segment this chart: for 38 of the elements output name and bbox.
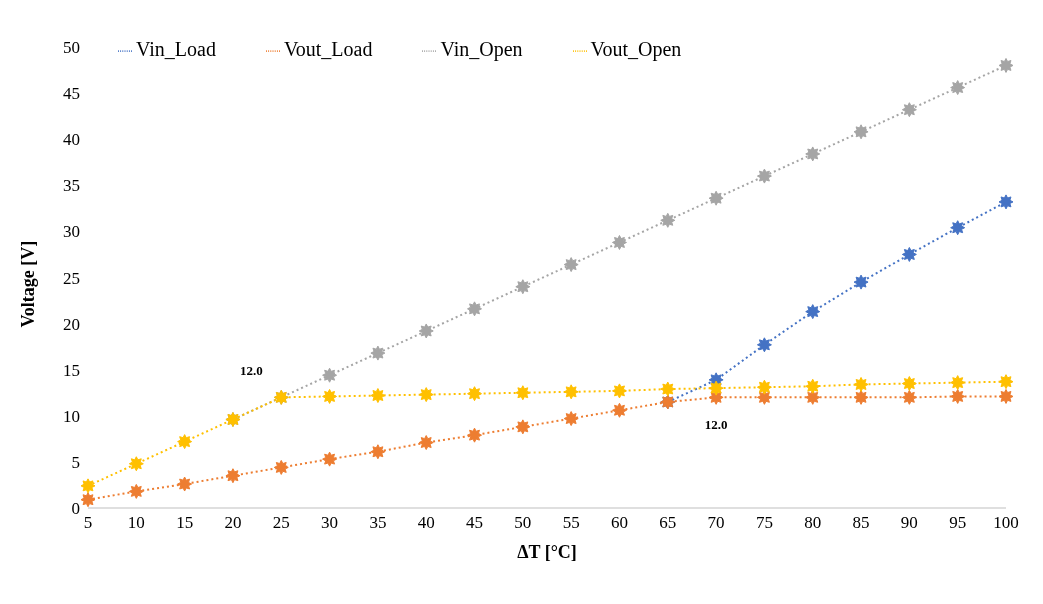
y-tick-label: 35	[63, 176, 80, 196]
x-tick-label: 65	[659, 513, 677, 533]
legend-label: Vin_Open	[440, 38, 523, 60]
y-tick-label: 45	[63, 84, 80, 104]
legend-label: Vout_Open	[590, 38, 682, 60]
legend-label: Vin_Load	[136, 38, 216, 60]
x-tick-label: 40	[417, 513, 435, 533]
x-tick-label: 55	[562, 513, 580, 533]
y-tick-label: 30	[63, 222, 80, 242]
x-tick-label: 25	[272, 513, 290, 533]
x-tick-label: 100	[993, 513, 1019, 533]
y-tick-label: 5	[71, 452, 80, 472]
y-tick-label: 15	[63, 360, 80, 380]
annotation: 12.0	[704, 416, 728, 432]
x-tick-label: 20	[224, 513, 242, 533]
x-tick-label: 75	[755, 513, 773, 533]
x-tick-label: 15	[176, 513, 194, 533]
x-tick-label: 45	[466, 513, 484, 533]
x-tick-label: 70	[707, 513, 725, 533]
x-tick-label: 85	[852, 513, 870, 533]
y-axis-title: Voltage [V]	[18, 240, 39, 328]
y-tick-label: 0	[71, 499, 80, 519]
y-tick-label: 50	[63, 38, 80, 58]
y-tick-label: 10	[63, 406, 80, 426]
x-axis-title: ΔT [°C]	[517, 542, 577, 562]
x-tick-label: 30	[321, 513, 339, 533]
y-tick-label: 40	[63, 130, 80, 150]
x-tick-label: 10	[127, 513, 145, 533]
y-tick-label: 20	[63, 314, 80, 334]
x-tick-label: 90	[900, 513, 918, 533]
y-tick-label: 25	[63, 268, 80, 288]
legend-label: Vout_Load	[283, 38, 373, 60]
x-tick-label: 50	[514, 513, 532, 533]
annotation: 12.0	[239, 363, 263, 379]
x-tick-label: 60	[610, 513, 628, 533]
x-tick-label: 80	[804, 513, 822, 533]
x-tick-label: 95	[949, 513, 967, 533]
x-tick-label: 35	[369, 513, 387, 533]
